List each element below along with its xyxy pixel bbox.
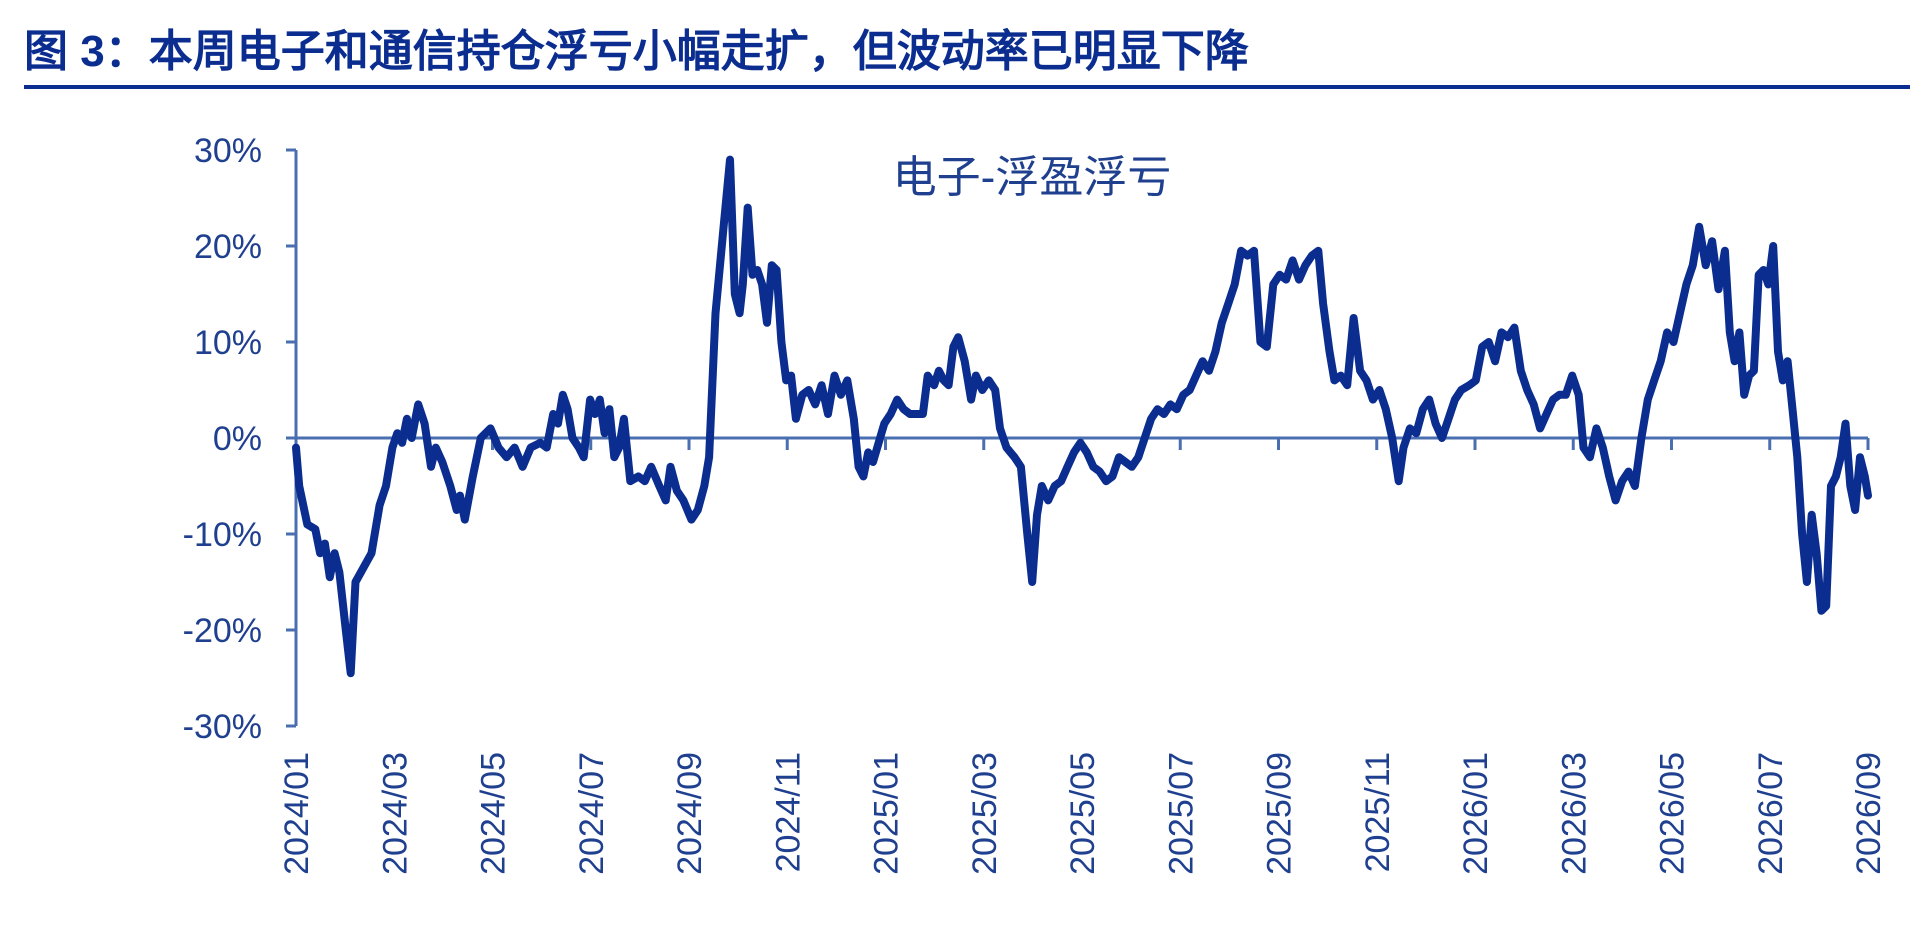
series-line: [292, 155, 1872, 678]
figure-title: 图 3：本周电子和通信持仓浮亏小幅走扩，但波动率已明显下降: [24, 27, 1249, 76]
x-tick-label: 2026/09: [1850, 752, 1888, 875]
x-tick-label: 2025/07: [1162, 752, 1200, 875]
x-tick-label: 2025/01: [868, 752, 906, 875]
y-tick-label: 20%: [194, 228, 262, 266]
x-tick-label: 2026/05: [1654, 752, 1692, 875]
y-tick-label: 30%: [194, 132, 262, 170]
x-tick-label: 2025/09: [1261, 752, 1299, 875]
y-tick-label: 0%: [213, 420, 262, 458]
y-axis-ticks: 30% 20% 10% 0% -10% -20% -30%: [183, 132, 296, 746]
series-label: 电子-浮盈浮亏: [893, 153, 1172, 202]
x-tick-label: 2026/03: [1555, 752, 1593, 875]
y-tick-label: -20%: [183, 612, 262, 650]
x-tick-label: 2025/03: [966, 752, 1004, 875]
x-tick-label: 2026/07: [1752, 752, 1790, 875]
x-tick-label: 2025/11: [1359, 752, 1397, 872]
y-tick-label: 10%: [194, 324, 262, 362]
x-tick-label: 2024/07: [573, 752, 611, 875]
x-tick-label: 2024/03: [376, 752, 414, 875]
x-tick-label: 2024/01: [278, 752, 316, 875]
x-tick-label: 2025/05: [1064, 752, 1102, 875]
x-tick-label: 2024/11: [769, 752, 807, 872]
y-tick-label: -30%: [183, 708, 262, 746]
x-tick-label: 2024/05: [475, 752, 513, 875]
x-axis-ticks: 2024/01 2024/03 2024/05 2024/07 2024/09 2024/…: [278, 438, 1888, 875]
x-tick-label: 2026/01: [1457, 752, 1495, 875]
title-rule: [24, 85, 1910, 89]
y-tick-label: -10%: [183, 516, 262, 554]
x-tick-label: 2024/09: [671, 752, 709, 875]
